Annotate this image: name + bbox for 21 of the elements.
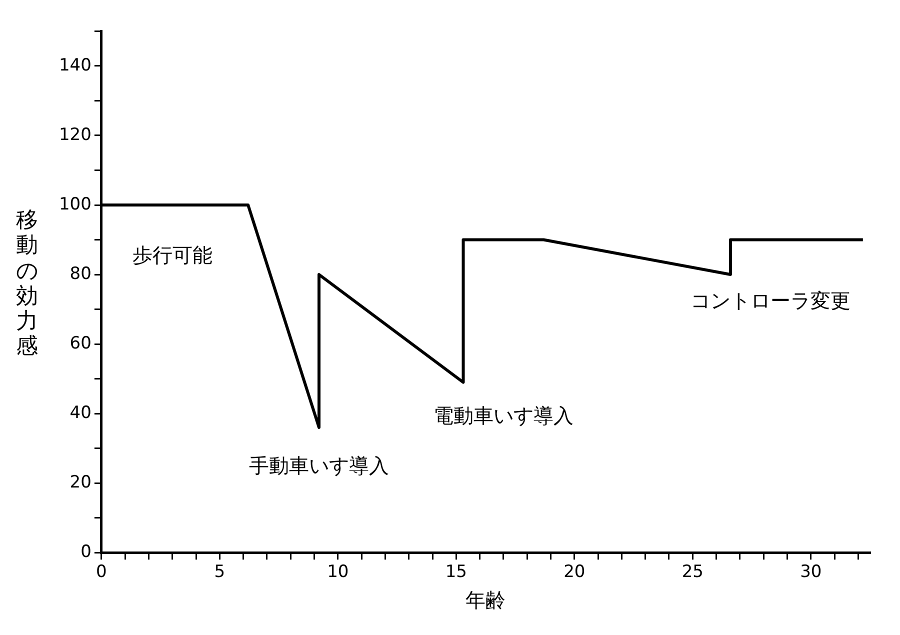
x-axis-title: 年齢 [466,588,506,612]
y-tick-label: 20 [70,472,92,492]
y-tick-label: 140 [58,55,92,76]
annotation: 歩行可能 [132,243,212,268]
annotation: 手動車いす導入 [249,454,390,478]
y-tick-label: 120 [58,124,92,145]
x-tick-label: 30 [800,562,822,582]
y-tick-label: 40 [70,402,92,423]
annotation: コントローラ変更 [690,288,850,313]
x-tick-label: 20 [564,562,586,582]
x-tick-label: 0 [96,562,107,582]
y-tick-label: 0 [80,542,92,562]
x-tick-label: 15 [445,562,467,582]
annotation: 電動車いす導入 [433,403,574,428]
x-tick-label: 5 [214,562,226,582]
y-axis-title: 移動の効力感 [16,208,40,360]
y-tick-label: 80 [70,264,92,284]
y-tick-label: 100 [58,194,92,214]
y-tick-label: 60 [70,333,92,354]
x-tick-label: 10 [327,562,349,582]
x-tick-label: 25 [682,562,704,582]
